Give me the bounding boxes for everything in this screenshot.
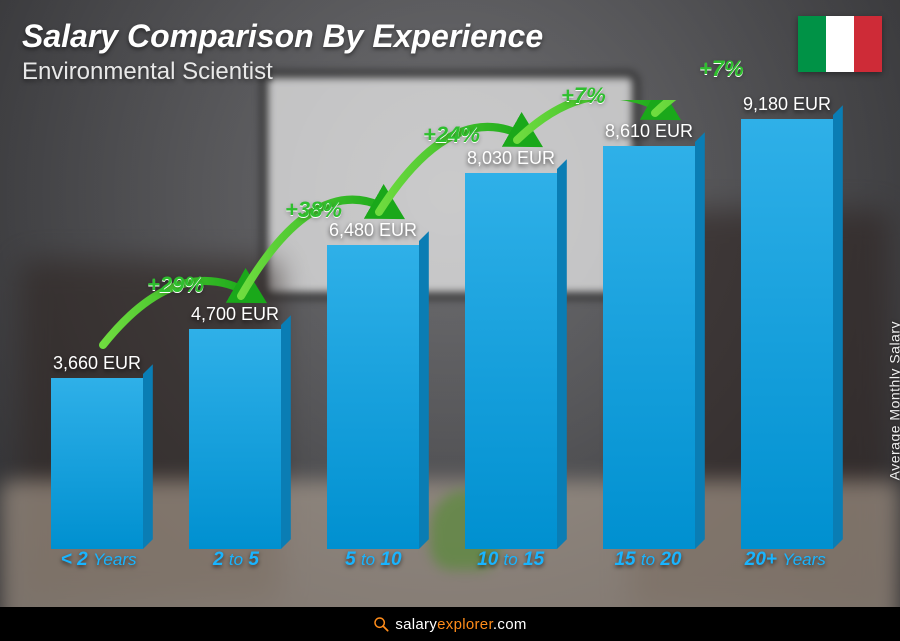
bar-3d: [51, 378, 143, 549]
bar-side-face: [833, 105, 843, 549]
value-label: 6,480 EUR: [329, 220, 417, 241]
category-label: < 2 Years: [30, 549, 167, 577]
bar: 6,480 EUR: [306, 220, 440, 549]
bar: 8,030 EUR: [444, 148, 578, 549]
flag-stripe: [826, 16, 854, 72]
category-labels: < 2 Years2 to 55 to 1010 to 1515 to 2020…: [30, 549, 854, 577]
stage: Salary Comparison By Experience Environm…: [0, 0, 900, 641]
bar-front-face: [741, 119, 833, 549]
bar-front-face: [327, 245, 419, 549]
bar: 4,700 EUR: [168, 304, 302, 549]
bar-3d: [327, 245, 419, 549]
brand-b: explorer: [437, 616, 493, 633]
bar-front-face: [51, 378, 143, 549]
bar-3d: [465, 173, 557, 549]
category-label: 10 to 15: [442, 549, 579, 577]
bar-front-face: [603, 146, 695, 549]
flag-italy: [798, 16, 882, 72]
bars-container: 3,660 EUR 4,700 EUR 6,480 EUR 8,030 EUR 8,61…: [30, 100, 854, 549]
footer: salaryexplorer.com: [0, 607, 900, 641]
growth-pct-label: +7%: [699, 56, 744, 82]
brand-suffix: .com: [493, 616, 527, 633]
bar-side-face: [143, 364, 153, 549]
bar-3d: [741, 119, 833, 549]
bar-side-face: [557, 159, 567, 549]
value-label: 3,660 EUR: [53, 353, 141, 374]
bar-3d: [189, 329, 281, 549]
brand-a: salary: [395, 616, 437, 633]
bar-side-face: [695, 132, 705, 549]
value-label: 8,030 EUR: [467, 148, 555, 169]
bar-side-face: [281, 315, 291, 549]
value-label: 8,610 EUR: [605, 121, 693, 142]
value-label: 9,180 EUR: [743, 94, 831, 115]
search-icon: [373, 616, 389, 632]
bar: 3,660 EUR: [30, 353, 164, 549]
value-label: 4,700 EUR: [191, 304, 279, 325]
category-label: 2 to 5: [167, 549, 304, 577]
bar-front-face: [189, 329, 281, 549]
salary-bar-chart: 3,660 EUR 4,700 EUR 6,480 EUR 8,030 EUR 8,61…: [30, 100, 854, 577]
category-label: 15 to 20: [579, 549, 716, 577]
bar: 8,610 EUR: [582, 121, 716, 549]
flag-stripe: [798, 16, 826, 72]
footer-logo: salaryexplorer.com: [373, 616, 526, 633]
y-axis-label: Average Monthly Salary: [886, 321, 900, 480]
page-title: Salary Comparison By Experience: [22, 18, 543, 55]
bar: 9,180 EUR: [720, 94, 854, 549]
category-label: 5 to 10: [305, 549, 442, 577]
category-label: 20+ Years: [717, 549, 854, 577]
page-subtitle: Environmental Scientist: [22, 58, 273, 86]
flag-stripe: [854, 16, 882, 72]
bar-3d: [603, 146, 695, 549]
bar-side-face: [419, 231, 429, 549]
bar-front-face: [465, 173, 557, 549]
